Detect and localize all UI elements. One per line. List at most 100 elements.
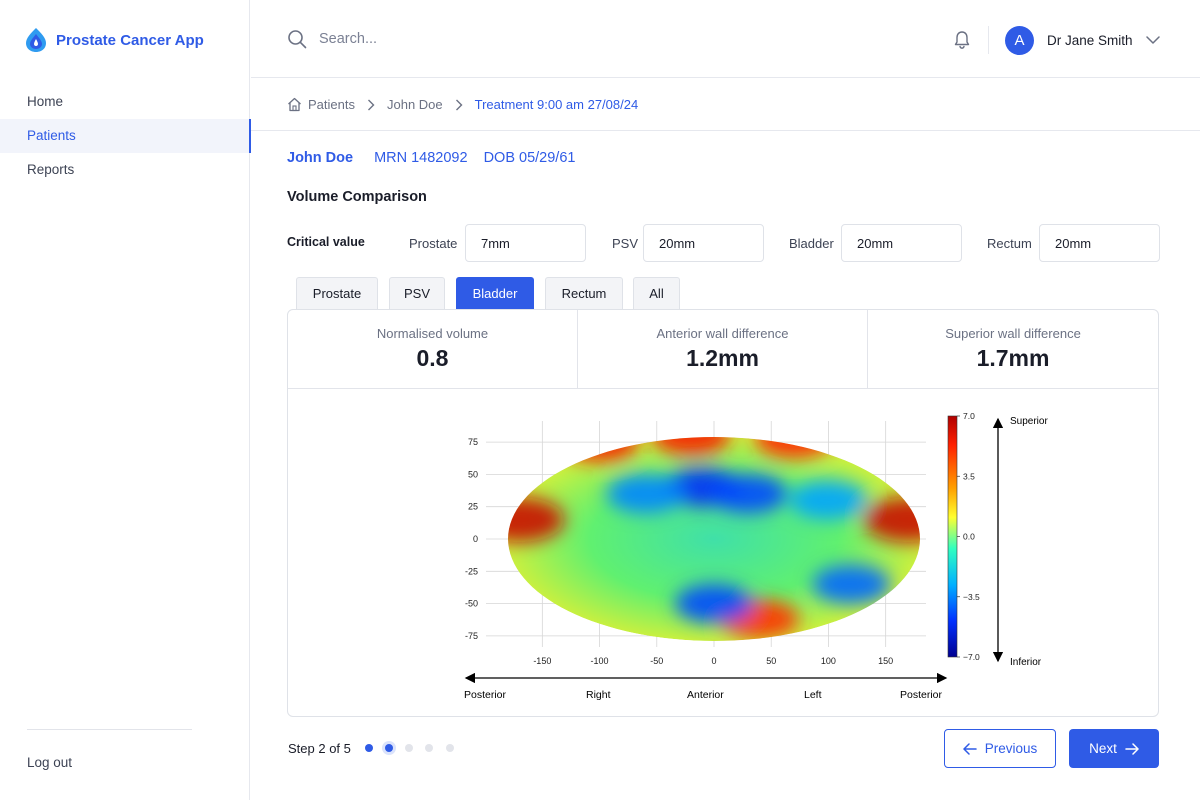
step-dot-1 [365, 744, 373, 752]
colorbar [947, 415, 958, 658]
chevron-right-icon [455, 99, 463, 110]
heatmap-spot [508, 497, 565, 543]
section-title: Volume Comparison [287, 189, 427, 205]
heatmap-spot [675, 584, 753, 624]
bladder-field[interactable] [841, 224, 962, 262]
user-name[interactable]: Dr Jane Smith [1047, 33, 1133, 48]
sidebar-nav: Home Patients Reports [0, 85, 251, 187]
x-tick-label: 150 [878, 656, 893, 666]
breadcrumb-patient[interactable]: John Doe [386, 97, 443, 112]
heatmap-spot [789, 480, 868, 520]
tab-rectum[interactable]: Rectum [545, 277, 623, 309]
breadcrumb: Patients John Doe Treatment 9:00 am 27/0… [251, 79, 1200, 131]
patient-mrn: MRN 1482092 [374, 150, 468, 166]
y-tick-label: -25 [465, 566, 478, 576]
colorbar-tick-label: 0.0 [963, 532, 975, 542]
home-icon[interactable] [287, 97, 302, 112]
stat-value: 1.2mm [686, 345, 759, 371]
x-tick-label: 0 [711, 656, 716, 666]
app-logo[interactable]: Prostate Cancer App [24, 27, 204, 53]
sidebar-item-reports[interactable]: Reports [27, 162, 75, 177]
step-dot-5 [446, 744, 454, 752]
search-icon [288, 30, 307, 49]
axis-ticks: -150 -100 -50 0 50 100 150 75 50 25 0 -25 -50 -75 [465, 437, 893, 666]
sidebar-item-home[interactable]: Home [27, 94, 64, 109]
heatmap-spot [755, 437, 834, 458]
colorbar-tick-label: 7.0 [963, 411, 975, 421]
y-tick-label: 0 [473, 534, 478, 544]
app-title: Prostate Cancer App [56, 31, 204, 49]
breadcrumb-items: Patients John Doe Treatment 9:00 am 27/0… [287, 97, 638, 112]
stat-anterior-wall: Anterior wall difference 1.2mm [578, 310, 868, 389]
x-tick-label: 50 [766, 656, 776, 666]
rectum-field[interactable] [1039, 224, 1160, 262]
arrow-right-icon [1125, 742, 1139, 755]
y-tick-label: 25 [468, 502, 478, 512]
header-divider [988, 26, 989, 54]
sidebar: Prostate Cancer App Home Patients Report… [0, 0, 251, 800]
x-tick-label: -100 [591, 656, 609, 666]
top-header: A Dr Jane Smith [251, 0, 1200, 78]
stat-normalised-volume: Normalised volume 0.8 [288, 310, 578, 389]
patient-dob: DOB 05/29/61 [483, 150, 576, 166]
prostate-field[interactable] [465, 224, 586, 262]
bell-icon[interactable] [953, 30, 971, 50]
psv-label: PSV [612, 236, 639, 251]
logout-link[interactable]: Log out [27, 755, 73, 770]
heatmap-spot [863, 497, 920, 543]
sidebar-divider [27, 729, 192, 730]
step-dot-2 [385, 744, 393, 752]
breadcrumb-patients[interactable]: Patients [308, 97, 355, 112]
sidebar-item-patients[interactable]: Patients [0, 119, 251, 153]
previous-button[interactable]: Previous [944, 729, 1056, 768]
heatmap-spot [652, 437, 731, 456]
stats-row: Normalised volume 0.8 Anterior wall diff… [288, 310, 1158, 389]
direction-label-posterior-right: Posterior [900, 689, 943, 701]
heatmap-spot [812, 564, 891, 604]
direction-label-posterior-left: Posterior [464, 689, 507, 701]
chevron-right-icon [367, 99, 375, 110]
chevron-down-icon[interactable] [1146, 35, 1160, 45]
y-tick-label: 50 [468, 469, 478, 479]
previous-button-label: Previous [984, 741, 1038, 756]
search-input[interactable] [319, 31, 619, 47]
y-tick-label: -50 [465, 599, 478, 609]
y-tick-label: 75 [468, 437, 478, 447]
comparison-panel: Normalised volume 0.8 Anterior wall diff… [287, 309, 1159, 717]
tab-bladder[interactable]: Bladder [456, 277, 534, 309]
x-tick-label: -50 [650, 656, 663, 666]
step-indicator: Step 2 of 5 [288, 741, 351, 756]
heatmap-plot: -150 -100 -50 0 50 100 150 75 50 25 0 -25 -50 -75 7.0… [288, 389, 1158, 716]
colorbar-ticks: 7.0 3.5 0.0 −3.5 −7.0 [957, 411, 980, 662]
colorbar-tick-label: −7.0 [963, 652, 980, 662]
x-tick-label: -150 [533, 656, 551, 666]
colorbar-tick-label: 3.5 [963, 471, 975, 481]
app-logo-icon [26, 28, 46, 52]
direction-label-anterior: Anterior [687, 689, 724, 701]
patient-name: John Doe [287, 150, 354, 166]
heatmap-surface [508, 437, 920, 641]
rectum-label: Rectum [987, 236, 1032, 251]
stat-label: Superior wall difference [945, 326, 1081, 341]
direction-label-right: Right [586, 689, 611, 701]
stat-label: Anterior wall difference [656, 326, 789, 341]
next-button[interactable]: Next [1069, 729, 1159, 768]
next-button-label: Next [1089, 741, 1117, 756]
arrow-left-icon [962, 742, 977, 755]
stat-value: 1.7mm [976, 345, 1050, 371]
step-dot-3 [405, 744, 413, 752]
avatar[interactable]: A [1005, 26, 1034, 55]
search-bar [287, 29, 619, 49]
patient-info: John Doe MRN 1482092 DOB 05/29/61 [287, 150, 575, 166]
y-tick-label: -75 [465, 631, 478, 641]
tab-psv[interactable]: PSV [389, 277, 445, 309]
critical-value-label: Critical value [287, 235, 365, 249]
bladder-label: Bladder [789, 236, 834, 251]
heatmap-spot [709, 474, 788, 514]
step-dot-4 [425, 744, 433, 752]
tab-prostate[interactable]: Prostate [296, 277, 378, 309]
tab-all[interactable]: All [633, 277, 680, 309]
breadcrumb-current: Treatment 9:00 am 27/08/24 [474, 97, 639, 112]
superior-label: Superior [1010, 416, 1048, 427]
psv-field[interactable] [643, 224, 764, 262]
